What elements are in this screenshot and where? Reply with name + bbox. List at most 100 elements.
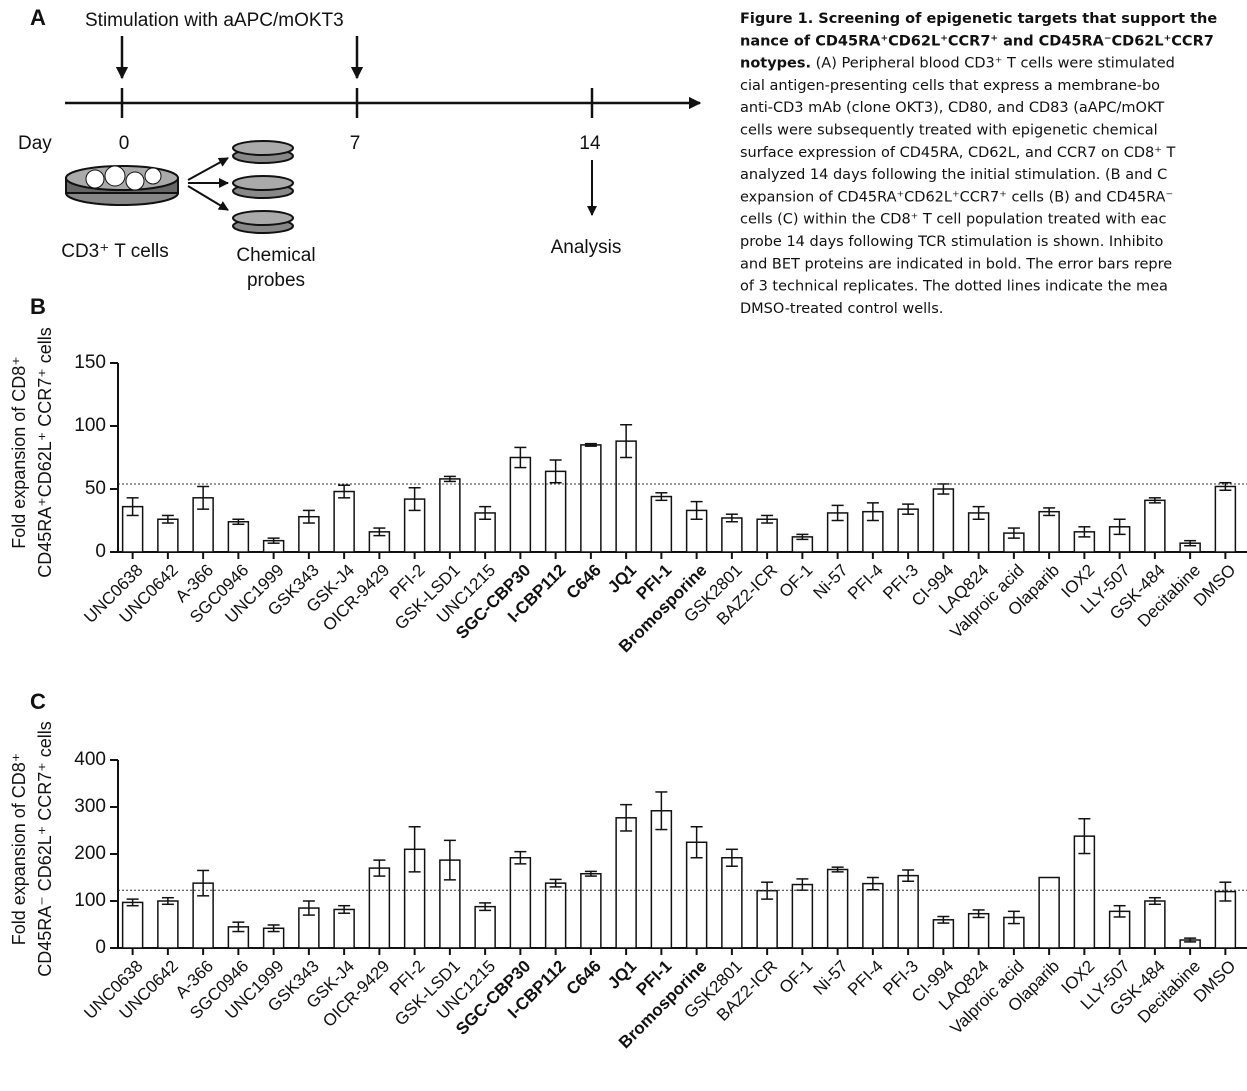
bar	[1145, 500, 1165, 552]
x-tick-label: C646	[563, 561, 605, 603]
bar	[933, 489, 953, 552]
bar	[898, 876, 918, 948]
caption-line: anti-CD3 mAb (clone OKT3), CD80, and CD8…	[740, 100, 1164, 116]
caption-text: surface expression of CD45RA, CD62L, and…	[740, 145, 1176, 161]
bar	[546, 471, 566, 552]
caption-line: of 3 technical replicates. The dotted li…	[740, 279, 1168, 295]
y-axis-label: CD45RA⁺CD62L⁺ CCR7⁺ cells	[35, 327, 55, 578]
caption-text: and BET proteins are indicated in bold. …	[740, 256, 1172, 272]
caption-line: surface expression of CD45RA, CD62L, and…	[740, 145, 1176, 161]
caption-text: analyzed 14 days following the initial s…	[740, 167, 1167, 183]
x-tick-label: OF-1	[776, 561, 817, 602]
y-tick-label: 100	[74, 890, 106, 911]
panel-label: B	[30, 294, 46, 319]
bar	[510, 458, 530, 553]
bar	[722, 518, 742, 552]
bar	[123, 902, 143, 948]
day: 7	[350, 133, 361, 154]
y-tick-label: 100	[74, 415, 106, 436]
bar	[757, 519, 777, 552]
panel-label: C	[30, 689, 46, 714]
x-tick-label: PFI-4	[844, 957, 887, 1000]
caption-line: expansion of CD45RA⁺CD62L⁺CCR7⁺ cells (B…	[740, 189, 1173, 205]
bar	[722, 858, 742, 948]
caption-line: nance of CD45RA⁺CD62L⁺CCR7⁺ and CD45RA⁻C…	[740, 33, 1214, 49]
bar	[898, 509, 918, 552]
bar	[933, 920, 953, 948]
bar	[969, 914, 989, 948]
y-tick-label: 50	[85, 478, 106, 499]
caption-text: cial antigen-presenting cells that expre…	[740, 78, 1160, 94]
caption-text: of 3 technical replicates. The dotted li…	[740, 279, 1168, 295]
analysis-label: Analysis	[551, 237, 622, 258]
bar	[1215, 486, 1235, 552]
x-tick-label: C646	[563, 957, 605, 999]
bar	[228, 522, 248, 552]
caption-text: nance of CD45RA⁺CD62L⁺CCR7⁺ and CD45RA⁻C…	[740, 33, 1214, 49]
caption-text: anti-CD3 mAb (clone OKT3), CD80, and CD8…	[740, 100, 1164, 116]
caption-text: Figure 1. Screening of epigenetic target…	[740, 11, 1217, 27]
bar	[1039, 512, 1059, 552]
panel-a: A Stimulation with aAPC/mOKT3 Day 0 7 14…	[18, 5, 700, 291]
y-tick-label: 0	[95, 541, 106, 562]
bar	[510, 858, 530, 948]
bar	[158, 519, 178, 552]
caption-line: probe 14 days following TCR stimulation …	[740, 234, 1164, 250]
caption-text: (A) Peripheral blood CD3⁺ T cells were s…	[811, 56, 1175, 72]
bar	[651, 811, 671, 948]
x-tick-label: PFI-4	[844, 561, 887, 604]
caption-text: cells (C) within the CD8⁺ T cell populat…	[740, 212, 1166, 228]
y-axis-label: CD45RA⁻ CD62L⁺ CCR7⁺ cells	[35, 721, 55, 977]
bar	[581, 874, 601, 948]
bar	[863, 884, 883, 948]
probes-label: probes	[247, 270, 305, 291]
y-tick-label: 200	[74, 843, 106, 864]
caption-line: DMSO-treated control wells.	[740, 301, 943, 317]
bar	[334, 909, 354, 948]
bar	[651, 497, 671, 552]
caption: Figure 1. Screening of epigenetic target…	[740, 11, 1217, 317]
bar	[1039, 878, 1059, 949]
y-axis-label: Fold expansion of CD8⁺	[9, 356, 29, 549]
bar	[792, 885, 812, 948]
caption-text: cells were subsequently treated with epi…	[740, 123, 1158, 139]
caption-line: notypes. (A) Peripheral blood CD3⁺ T cel…	[740, 56, 1175, 72]
probes-label: Chemical	[236, 245, 315, 266]
x-tick-label: OF-1	[776, 957, 817, 998]
bar	[546, 883, 566, 948]
bar	[475, 907, 495, 948]
bar	[440, 479, 460, 552]
caption-line: Figure 1. Screening of epigenetic target…	[740, 11, 1217, 27]
bar	[369, 868, 389, 948]
dish	[66, 166, 178, 205]
caption-line: cells (C) within the CD8⁺ T cell populat…	[740, 212, 1166, 228]
stimulation-label: Stimulation with aAPC/mOKT3	[85, 10, 344, 31]
caption-text: notypes.	[740, 56, 811, 72]
day-label: Day	[18, 133, 52, 154]
caption-line: analyzed 14 days following the initial s…	[740, 167, 1167, 183]
caption-line: cells were subsequently treated with epi…	[740, 123, 1158, 139]
caption-text: probe 14 days following TCR stimulation …	[740, 234, 1164, 250]
day: 0	[119, 133, 130, 154]
bar	[581, 445, 601, 552]
y-axis-label: Fold expansion of CD8⁺	[9, 753, 29, 946]
bar	[158, 901, 178, 948]
cells-label: CD3⁺ T cells	[61, 241, 169, 262]
caption-text: expansion of CD45RA⁺CD62L⁺CCR7⁺ cells (B…	[740, 189, 1173, 205]
caption-line: and BET proteins are indicated in bold. …	[740, 256, 1172, 272]
x-tick-label: Ni-57	[809, 561, 851, 603]
caption-text: DMSO-treated control wells.	[740, 301, 943, 317]
y-tick-label: 150	[74, 352, 106, 373]
panel-label: A	[30, 5, 46, 30]
bar	[334, 492, 354, 552]
figure: A Stimulation with aAPC/mOKT3 Day 0 7 14…	[0, 0, 1247, 1091]
bar	[616, 818, 636, 948]
y-tick-label: 0	[95, 937, 106, 958]
x-tick-label: Ni-57	[809, 957, 851, 999]
small-dishes	[188, 141, 293, 233]
y-tick-label: 400	[74, 749, 106, 770]
bar	[828, 870, 848, 948]
bar	[1145, 901, 1165, 948]
caption-line: cial antigen-presenting cells that expre…	[740, 78, 1160, 94]
y-tick-label: 300	[74, 796, 106, 817]
